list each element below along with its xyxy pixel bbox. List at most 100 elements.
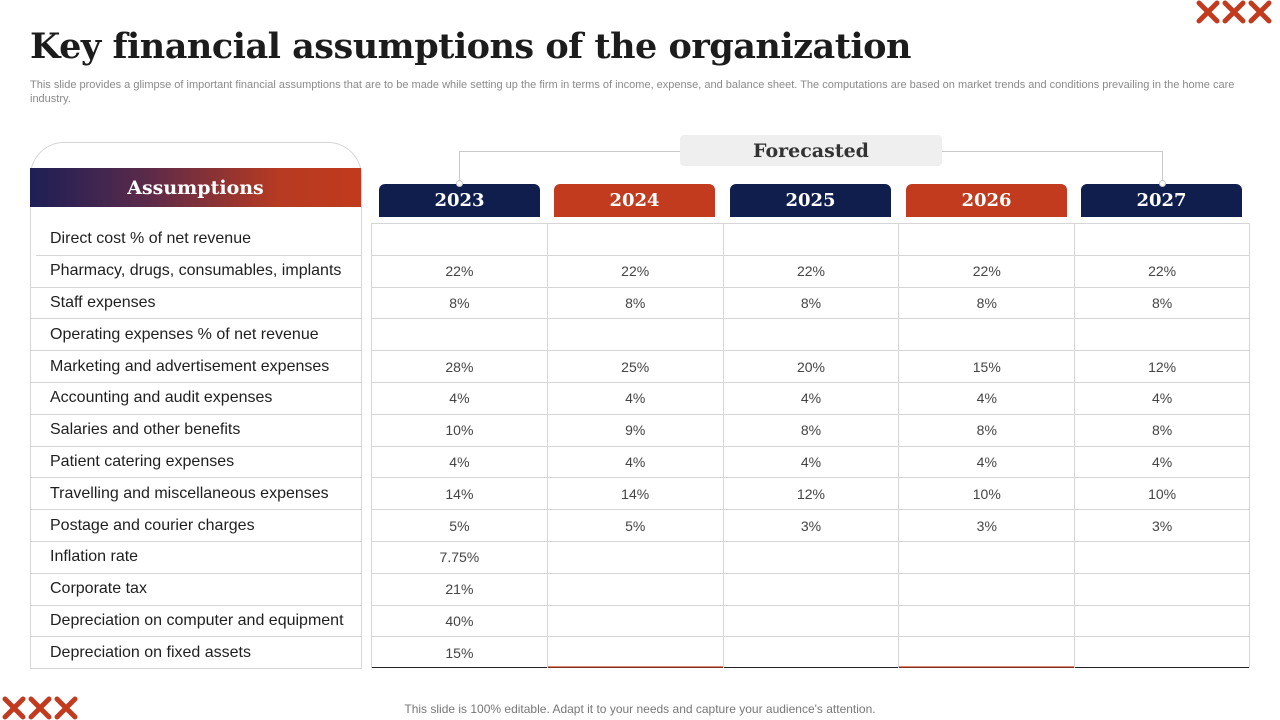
table-cell: 4% [898,382,1074,414]
table-cell [371,319,547,351]
table-cell: 8% [1074,414,1250,446]
table-cell [898,573,1074,605]
assumption-row-label: Inflation rate [30,542,362,574]
table-cell: 4% [898,446,1074,478]
bracket-drop-left [459,151,460,183]
table-cell: 4% [1074,446,1250,478]
year-header-2027: 2027 [1081,184,1242,217]
table-cell: 8% [722,287,899,319]
assumption-row-label: Salaries and other benefits [30,415,362,447]
table-row [371,318,1250,351]
table-cell: 4% [1074,382,1250,414]
table-cell [722,224,899,255]
table-cell [1074,319,1250,351]
table-cell [1074,541,1250,573]
table-cell: 4% [722,446,899,478]
table-cell: 5% [371,510,547,541]
table-cell: 22% [546,255,723,287]
slide-title: Key financial assumptions of the organiz… [30,26,911,67]
table-cell: 40% [371,605,547,637]
assumption-row-label: Direct cost % of net revenue [36,224,362,256]
table-cell [546,224,723,255]
table-row: 4% 4% 4% 4% 4% [371,381,1250,414]
table-cell [546,541,723,573]
x-mark-icon [28,696,52,720]
table-cell: 4% [371,446,547,478]
slide-subtitle: This slide provides a glimpse of importa… [30,79,1235,105]
table-cell: 8% [722,414,899,446]
table-row: 10% 9% 8% 8% 8% [371,413,1250,446]
table-cell: 4% [371,382,547,414]
x-mark-icon [2,696,26,720]
table-cell: 28% [371,351,547,382]
bracket-dot-left [456,180,463,187]
table-row: 40% [371,604,1250,637]
table-cell: 3% [722,510,899,541]
assumption-row-label: Depreciation on computer and equipment [30,606,362,638]
bracket-line-left [459,151,680,152]
table-cell [1074,605,1250,637]
table-cell [898,637,1074,669]
table-row: 5% 5% 3% 3% 3% [371,509,1250,541]
slide-footer: This slide is 100% editable. Adapt it to… [404,702,876,716]
table-cell: 12% [1074,351,1250,382]
table-cell [722,573,899,605]
table-cell: 10% [898,478,1074,510]
year-header-2026: 2026 [906,184,1067,217]
table-cell: 22% [898,255,1074,287]
table-cell: 22% [371,255,547,287]
x-mark-icon [1248,0,1272,24]
table-row [371,223,1250,255]
table-cell: 12% [722,478,899,510]
table-cell: 8% [546,287,723,319]
table-cell: 21% [371,573,547,605]
table-cell [898,605,1074,637]
table-cell [722,319,899,351]
table-cell: 9% [546,414,723,446]
assumptions-panel [30,142,362,668]
forecast-table: 22% 22% 22% 22% 22% 8% 8% 8% 8% 8% 28% 25% 20% 15% 12%… [371,223,1250,669]
table-cell [1074,637,1250,669]
accent-underline-2024 [548,666,723,668]
table-cell: 4% [722,382,899,414]
assumption-row-label: Patient catering expenses [30,447,362,479]
table-cell [1074,573,1250,605]
table-cell [722,637,899,669]
table-cell: 4% [546,446,723,478]
year-header-2024: 2024 [554,184,715,217]
table-cell: 10% [1074,478,1250,510]
decorative-x-marks-bottom [2,696,78,720]
table-cell: 15% [371,637,547,669]
table-cell: 22% [722,255,899,287]
assumption-row-label: Corporate tax [30,574,362,606]
table-cell [371,224,547,255]
bracket-line-right [942,151,1162,152]
assumption-row-label: Marketing and advertisement expenses [30,351,362,383]
assumption-row-label: Accounting and audit expenses [30,383,362,415]
table-cell: 3% [898,510,1074,541]
bracket-drop-right [1162,151,1163,183]
table-row: 15% [371,636,1250,669]
table-cell [722,605,899,637]
table-cell [898,319,1074,351]
table-row: 22% 22% 22% 22% 22% [371,254,1250,287]
table-cell: 15% [898,351,1074,382]
x-mark-icon [54,696,78,720]
assumption-row-label: Depreciation on fixed assets [30,637,362,670]
table-cell [898,224,1074,255]
x-mark-icon [1222,0,1246,24]
table-row: 8% 8% 8% 8% 8% [371,286,1250,319]
table-cell: 8% [1074,287,1250,319]
forecasted-label: Forecasted [680,135,942,166]
accent-underline-2026 [899,666,1074,668]
table-row: 7.75% [371,540,1250,573]
table-row: 14% 14% 12% 10% 10% [371,477,1250,510]
table-cell [1074,224,1250,255]
assumption-row-label: Pharmacy, drugs, consumables, implants [30,256,362,288]
x-mark-icon [1196,0,1220,24]
table-cell: 5% [546,510,723,541]
table-cell [898,541,1074,573]
table-row: 21% [371,572,1250,605]
table-row: 28% 25% 20% 15% 12% [371,350,1250,382]
assumptions-header: Assumptions [30,168,361,207]
